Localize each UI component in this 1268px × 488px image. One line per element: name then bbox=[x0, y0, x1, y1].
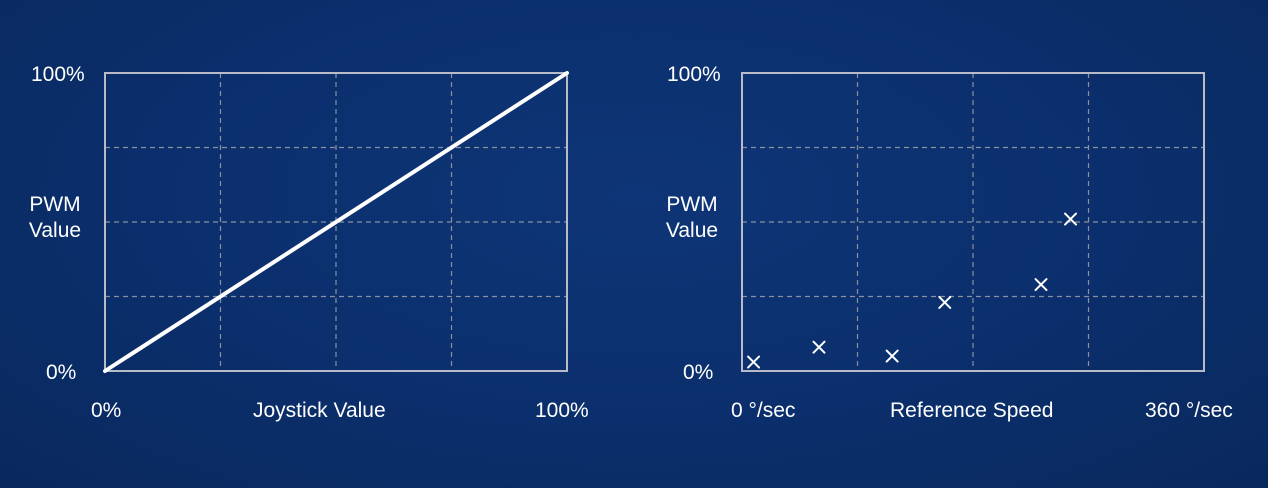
right-scatter-point-6 bbox=[1064, 212, 1078, 226]
right-x-tick-0: 0 °/sec bbox=[731, 399, 796, 422]
left-plot-frame bbox=[104, 72, 568, 372]
right-y-axis-label-line1: PWM bbox=[666, 193, 718, 216]
right-plot-frame bbox=[741, 72, 1205, 372]
left-x-tick-0: 0% bbox=[91, 399, 122, 422]
left-series-line bbox=[103, 71, 569, 373]
left-y-axis-label: PWM Value bbox=[20, 192, 90, 244]
left-x-tick-100: 100% bbox=[535, 399, 589, 422]
right-y-tick-0: 0% bbox=[683, 361, 714, 384]
left-x-axis-label: Joystick Value bbox=[253, 399, 386, 422]
left-y-axis-label-line2: Value bbox=[28, 219, 82, 242]
left-y-tick-100: 100% bbox=[31, 63, 85, 86]
right-scatter-point-4 bbox=[938, 295, 952, 309]
right-y-axis-label-line2: Value bbox=[665, 219, 719, 242]
right-y-axis-label: PWM Value bbox=[657, 192, 727, 244]
right-y-tick-100: 100% bbox=[667, 63, 721, 86]
right-x-tick-360: 360 °/sec bbox=[1145, 399, 1233, 422]
left-y-axis-label-line1: PWM bbox=[29, 193, 81, 216]
right-scatter-point-5 bbox=[1034, 278, 1048, 292]
right-scatter-point-2 bbox=[812, 340, 826, 354]
right-scatter-point-3 bbox=[885, 349, 899, 363]
left-y-tick-0: 0% bbox=[46, 361, 77, 384]
right-scatter-point-1 bbox=[747, 355, 761, 369]
right-x-axis-label: Reference Speed bbox=[890, 399, 1054, 422]
